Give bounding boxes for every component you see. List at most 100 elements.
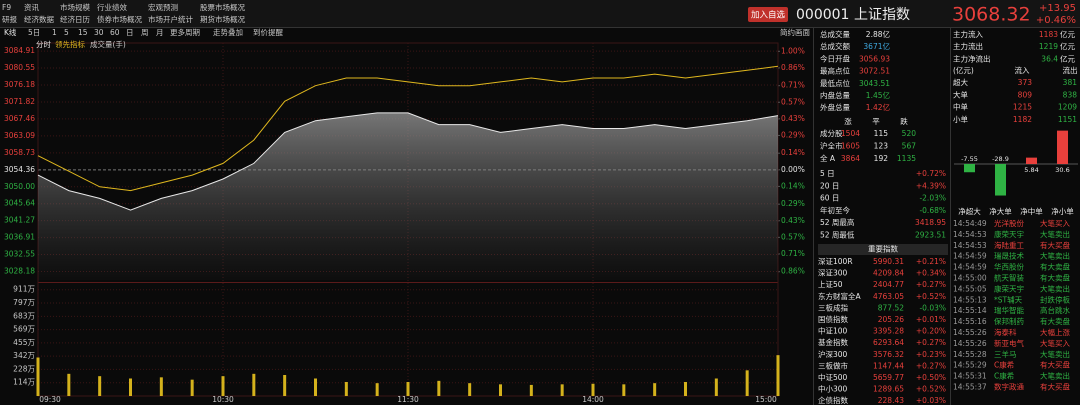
- trade-action: 有大买盘: [1040, 382, 1070, 392]
- menu-item[interactable]: 经济日历: [60, 14, 90, 24]
- index-value: 2404.77: [873, 280, 904, 289]
- x-tick-label: 09:30: [39, 395, 61, 404]
- trade-name[interactable]: 数字政通: [994, 382, 1024, 392]
- bar-category: 净大单: [989, 206, 1012, 216]
- index-change: +0.01%: [916, 315, 946, 324]
- toolbar-item[interactable]: 1: [52, 28, 57, 37]
- index-name[interactable]: 基金指数: [818, 337, 848, 347]
- menu-item[interactable]: 研报: [2, 14, 17, 24]
- menu-item[interactable]: 股票市场概况: [200, 2, 245, 12]
- stat-label: 今日开盘: [820, 53, 850, 63]
- trade-action: 大笔卖出: [1040, 251, 1070, 261]
- index-change: +0.50%: [916, 373, 946, 382]
- y-tick-label: 3076.18: [4, 80, 35, 89]
- trade-name[interactable]: C康希: [994, 371, 1015, 381]
- simple-view[interactable]: 简约画面: [780, 27, 810, 37]
- index-change: +0.03%: [916, 396, 946, 405]
- breadth-header: 平: [872, 117, 880, 126]
- y-tick-label: 3032.55: [4, 250, 35, 259]
- trade-time: 14:55:16: [953, 317, 987, 326]
- add-button[interactable]: 加入自选: [751, 10, 786, 21]
- volume-bar: [67, 373, 71, 396]
- toolbar-item[interactable]: 60: [110, 28, 120, 37]
- trade-name[interactable]: 瑞华智能: [994, 305, 1024, 315]
- trade-action: 封跌停板: [1040, 294, 1070, 304]
- index-value: 3395.28: [873, 327, 904, 336]
- toolbar-item[interactable]: 30: [94, 28, 104, 37]
- trade-name[interactable]: 海陆重工: [994, 240, 1024, 250]
- volume-bar: [622, 384, 626, 396]
- trade-time: 14:55:26: [953, 339, 987, 348]
- toolbar-item[interactable]: 月: [156, 28, 164, 37]
- menu-item[interactable]: 市场开户统计: [148, 14, 193, 24]
- period-label: 52 周最低: [820, 230, 855, 240]
- trade-time: 14:54:53: [953, 241, 987, 250]
- index-name[interactable]: 深证100R: [818, 257, 853, 266]
- menu-item[interactable]: 经济数据: [24, 14, 54, 24]
- price-change-pct: +0.46%: [1036, 15, 1076, 26]
- period-label: 52 周最高: [820, 217, 855, 227]
- trade-name[interactable]: 新亚电气: [994, 338, 1024, 348]
- toolbar-item[interactable]: 周: [141, 28, 149, 37]
- trade-name[interactable]: 光洋股份: [994, 218, 1024, 228]
- menu-item[interactable]: 期货市场概况: [200, 14, 245, 24]
- menu-item[interactable]: 市场规模: [60, 2, 90, 12]
- net-flow-bar: [964, 164, 975, 173]
- trade-name[interactable]: 康荣天宇: [994, 229, 1024, 239]
- flow-row-label: 大单: [953, 89, 968, 99]
- toolbar-item[interactable]: 5日: [28, 28, 40, 37]
- flow-header: 流出: [1063, 65, 1078, 75]
- index-name[interactable]: 中小300: [818, 384, 848, 394]
- y2-tick-label: 1.00%: [781, 46, 805, 55]
- trade-name[interactable]: 华西股份: [994, 262, 1024, 272]
- period-value: -0.68%: [919, 206, 946, 215]
- trade-name[interactable]: 海泰科: [994, 327, 1017, 337]
- index-name[interactable]: 企债指数: [818, 395, 848, 405]
- trade-action: 有大买盘: [1040, 240, 1070, 250]
- f9-label[interactable]: F9: [2, 3, 11, 12]
- index-name[interactable]: 东方财富全A: [818, 291, 861, 301]
- stat-value: 3072.51: [859, 67, 890, 76]
- flow-out: 1151: [1058, 115, 1077, 124]
- index-name[interactable]: 中证500: [818, 372, 848, 382]
- toolbar-item[interactable]: 5: [64, 28, 69, 37]
- index-name[interactable]: 深证300: [818, 269, 848, 278]
- trade-name[interactable]: *ST辅天: [994, 294, 1023, 304]
- trade-name[interactable]: 航天智装: [994, 273, 1024, 283]
- trade-name[interactable]: 康荣天宇: [994, 283, 1024, 293]
- menu-item[interactable]: 行业绩效: [97, 2, 127, 12]
- trade-name[interactable]: 瑞晟技术: [994, 251, 1024, 261]
- volume-bar: [221, 376, 225, 396]
- toolbar-item[interactable]: 更多周期: [170, 27, 200, 37]
- toolbar-item[interactable]: 到价提醒: [253, 27, 283, 37]
- menu-item[interactable]: 资讯: [24, 2, 39, 12]
- breadth-value: 123: [874, 142, 889, 151]
- index-name[interactable]: 三板做市: [818, 360, 848, 370]
- index-value: 1289.65: [873, 385, 904, 394]
- index-name[interactable]: 国债指数: [818, 314, 848, 324]
- menu-item[interactable]: 债券市场概况: [97, 14, 142, 24]
- index-name[interactable]: 中证100: [818, 326, 848, 336]
- trade-name[interactable]: 三羊马: [994, 349, 1017, 359]
- toolbar-item[interactable]: 走势叠加: [213, 27, 243, 37]
- index-name[interactable]: 三板成指: [818, 302, 848, 312]
- stat-value: 1.42亿: [866, 102, 891, 112]
- index-name[interactable]: 上证50: [818, 280, 843, 289]
- trade-action: 有大卖盘: [1040, 262, 1070, 272]
- flow-out: 838: [1063, 90, 1078, 99]
- x-tick-label: 10:30: [212, 395, 234, 404]
- toolbar-item[interactable]: 日: [126, 28, 134, 37]
- add-button-bg[interactable]: [748, 7, 788, 22]
- trade-name[interactable]: C康希: [994, 360, 1015, 370]
- toolbar-item[interactable]: 15: [78, 28, 88, 37]
- menu-item[interactable]: 宏观预测: [148, 2, 178, 12]
- flow-unit: 亿元: [1060, 29, 1076, 39]
- y2-tick-label: 0.71%: [781, 249, 805, 258]
- trade-name[interactable]: 保邦制药: [994, 316, 1024, 326]
- volume-bar: [437, 380, 441, 396]
- breadth-value: 1605: [841, 142, 860, 151]
- toolbar-item[interactable]: K线: [4, 27, 17, 37]
- trade-time: 14:54:59: [953, 263, 987, 272]
- bar-value-label: 5.84: [1024, 166, 1038, 174]
- index-name[interactable]: 沪深300: [818, 349, 848, 359]
